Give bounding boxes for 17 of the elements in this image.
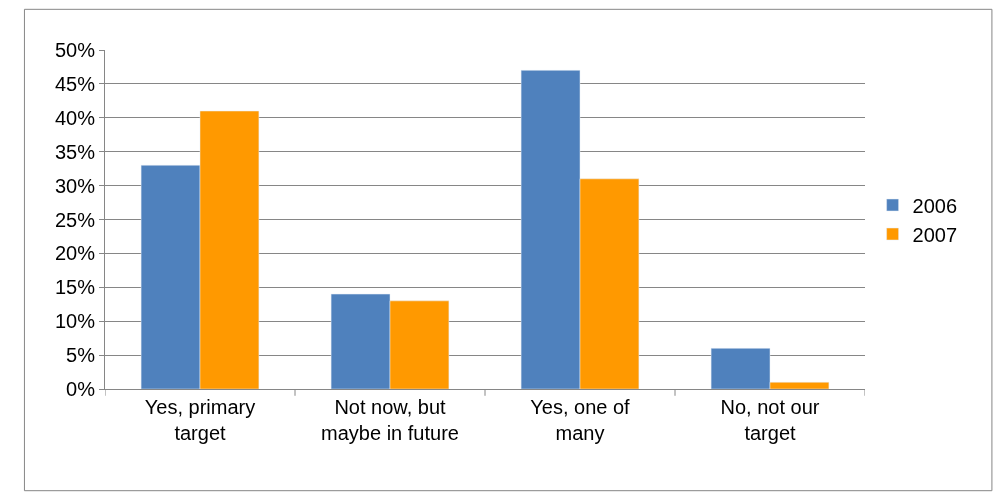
y-tick-label: 40% xyxy=(54,106,96,129)
y-tick-label: 45% xyxy=(54,72,96,95)
y-tick-label: 15% xyxy=(54,276,96,299)
x-tick-label: Yes, primary target xyxy=(144,396,256,444)
y-tick-label: 5% xyxy=(66,344,96,367)
x-tick-label: Not now, but maybe in future xyxy=(321,396,459,444)
y-tick-label: 25% xyxy=(54,208,96,231)
y-tick-label: 0% xyxy=(66,378,96,400)
legend-label: 2007 xyxy=(912,223,958,246)
y-tick-label: 20% xyxy=(54,242,96,265)
y-tick-label: 30% xyxy=(54,174,96,197)
x-tick-label: Yes, one of many xyxy=(530,396,631,444)
y-tick-label: 50% xyxy=(54,39,96,61)
y-tick-label: 10% xyxy=(54,310,96,333)
legend-label: 2006 xyxy=(912,194,958,217)
x-tick-label: No, not our target xyxy=(720,396,820,444)
y-tick-label: 35% xyxy=(54,140,96,163)
